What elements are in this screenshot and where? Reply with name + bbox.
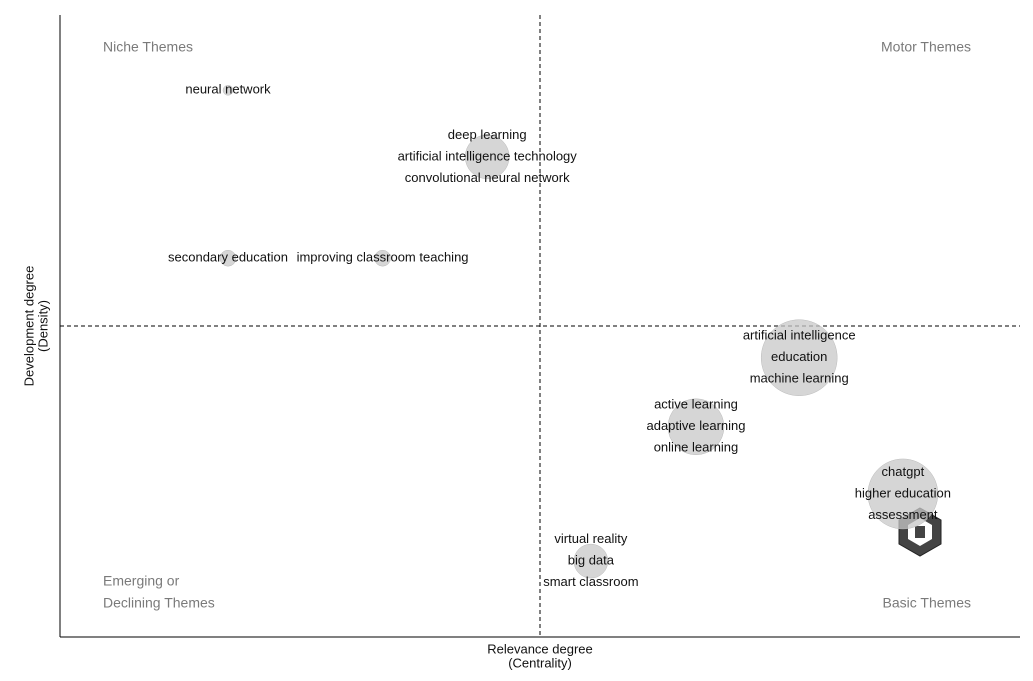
bubble-label: machine learning [750, 371, 849, 386]
bubble-label: higher education [855, 485, 951, 500]
bubble-label: artificial intelligence [743, 328, 856, 343]
bubble-label: active learning [654, 397, 738, 412]
bubble-label: smart classroom [543, 574, 638, 589]
bubble [464, 134, 510, 180]
bubble-label: adaptive learning [646, 418, 745, 433]
bubble [573, 543, 609, 579]
bubble [222, 85, 234, 96]
quadrant-label: Emerging or [103, 573, 180, 589]
bubble [760, 319, 838, 396]
quadrant-label: Motor Themes [881, 39, 971, 55]
quadrant-label: Niche Themes [103, 39, 193, 55]
bubble-label: secondary education [168, 250, 288, 265]
quadrant-label: Basic Themes [883, 595, 971, 611]
bubble-label: convolutional neural network [405, 170, 570, 185]
quadrant-label: Declining Themes [103, 595, 215, 611]
bubble-label: education [771, 349, 827, 364]
bubble-label: neural network [185, 82, 271, 97]
bubble-label: big data [568, 553, 615, 568]
bubble [667, 398, 725, 456]
bubble-label: virtual reality [554, 531, 627, 546]
bubble-label: artificial intelligence technology [398, 148, 578, 163]
x-axis-label: Relevance degree [487, 641, 593, 656]
x-axis-label: (Centrality) [508, 655, 572, 670]
bubble-label: improving classroom teaching [297, 250, 469, 265]
y-axis-label: (Density) [35, 300, 50, 352]
y-axis-label: Development degree [21, 266, 36, 387]
bubble [867, 458, 939, 530]
bubble [219, 249, 237, 267]
bubble-label: deep learning [448, 127, 527, 142]
bubble-label: online learning [654, 440, 739, 455]
bubble-label: assessment [868, 507, 938, 522]
bubble-label: chatgpt [882, 464, 925, 479]
bubble [374, 249, 391, 267]
